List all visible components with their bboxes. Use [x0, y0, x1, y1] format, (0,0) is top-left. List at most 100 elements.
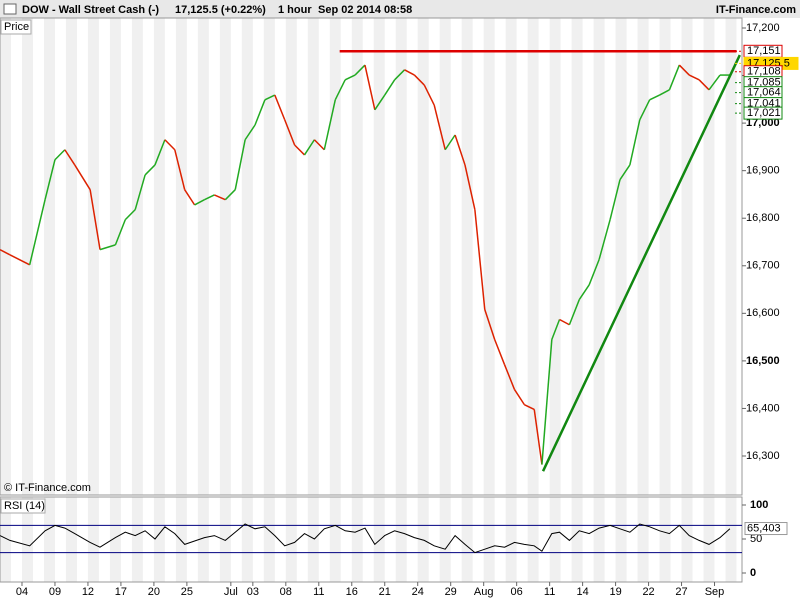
price-segment — [649, 94, 660, 101]
day-band — [593, 497, 605, 582]
day-band — [373, 497, 385, 582]
price-segment — [464, 164, 476, 210]
price-segment — [74, 164, 91, 191]
day-band — [0, 497, 11, 582]
price-segment — [454, 134, 466, 166]
price-segment — [619, 164, 631, 181]
price-segment — [404, 69, 415, 76]
day-band — [637, 18, 649, 495]
day-band — [263, 18, 275, 495]
day-band — [725, 497, 737, 582]
y-tick-label: 16,800 — [746, 212, 780, 224]
price-segment — [334, 79, 346, 101]
price-segment — [154, 139, 166, 166]
day-band — [219, 497, 231, 582]
x-tick-label: 22 — [642, 586, 654, 598]
day-band — [285, 497, 297, 582]
rsi-tick-label: 0 — [750, 567, 756, 579]
day-band — [505, 497, 517, 582]
x-tick-label: 25 — [181, 586, 193, 598]
x-tick-label: Aug — [474, 586, 494, 598]
price-segment — [568, 299, 581, 326]
price-segment — [374, 94, 386, 111]
price-segment — [503, 364, 516, 390]
day-band — [659, 18, 671, 495]
day-band — [153, 497, 165, 582]
price-segment — [708, 74, 721, 91]
day-band — [329, 497, 341, 582]
price-segment — [9, 254, 31, 266]
level-label: 17,064 — [747, 87, 781, 99]
watermark: © IT-Finance.com — [4, 482, 91, 494]
price-segment — [444, 134, 456, 151]
y-tick-label: 16,300 — [746, 450, 780, 462]
price-segment — [0, 248, 11, 256]
y-tick-label: 16,700 — [746, 260, 780, 272]
price-segment — [484, 309, 496, 340]
x-tick-label: 17 — [115, 586, 127, 598]
day-band — [219, 18, 231, 495]
rsi-current-label: 65,403 — [747, 522, 781, 534]
interval: 1 hour — [278, 4, 312, 16]
level-box — [743, 106, 783, 120]
x-tick-label: 11 — [544, 586, 555, 598]
y-tick-label: 17,200 — [746, 22, 780, 34]
price-segment — [204, 194, 215, 201]
day-band — [703, 497, 715, 582]
price-segment — [28, 199, 46, 265]
timestamp: Sep 02 2014 08:58 — [318, 4, 412, 16]
x-tick-label: 04 — [16, 586, 28, 598]
y-tick-label: 17,000 — [746, 117, 780, 129]
price-segment — [284, 119, 296, 146]
day-band — [483, 497, 495, 582]
x-tick-label: 16 — [346, 586, 358, 598]
price-segment — [524, 403, 535, 411]
x-tick-label: 21 — [379, 586, 391, 598]
header-bar — [0, 0, 800, 18]
price-segment — [124, 209, 136, 221]
day-band — [439, 497, 451, 582]
price-segment — [44, 159, 56, 200]
x-tick-label: 20 — [148, 586, 160, 598]
day-band — [307, 18, 319, 495]
x-tick-label: Jul — [224, 586, 238, 598]
price-segment — [344, 74, 356, 81]
menu-icon[interactable] — [3, 3, 17, 15]
day-band — [263, 497, 275, 582]
rsi-tick-label: 50 — [750, 533, 762, 545]
price-segment — [559, 318, 570, 326]
day-band — [131, 18, 143, 495]
day-band — [439, 18, 451, 495]
day-band — [65, 497, 77, 582]
price-segment — [423, 84, 435, 106]
price-segment — [474, 209, 486, 310]
x-tick-label: 09 — [49, 586, 61, 598]
instrument: DOW - Wall Street Cash (-) — [22, 4, 159, 16]
x-tick-label: 08 — [280, 586, 292, 598]
day-band — [87, 497, 99, 582]
day-band — [329, 18, 341, 495]
price-segment — [698, 79, 710, 91]
day-band — [0, 18, 11, 495]
day-band — [21, 497, 33, 582]
y-tick-label: 16,500 — [746, 355, 780, 367]
price-segment — [354, 64, 366, 76]
price-segment — [668, 64, 681, 91]
day-band — [109, 497, 121, 582]
level-label: 17,151 — [747, 45, 781, 57]
price-segment — [629, 119, 641, 166]
day-band — [43, 18, 55, 495]
price-segment — [214, 194, 226, 201]
day-band — [571, 497, 583, 582]
day-band — [109, 18, 121, 495]
day-band — [65, 18, 77, 495]
day-band — [241, 497, 253, 582]
day-band — [461, 497, 473, 582]
price-segment — [244, 124, 256, 141]
day-band — [197, 18, 209, 495]
price-segment — [541, 339, 553, 465]
x-tick-label: 12 — [82, 586, 94, 598]
x-tick-label: 19 — [609, 586, 621, 598]
panel-label: Price — [4, 21, 29, 33]
day-band — [527, 18, 539, 495]
